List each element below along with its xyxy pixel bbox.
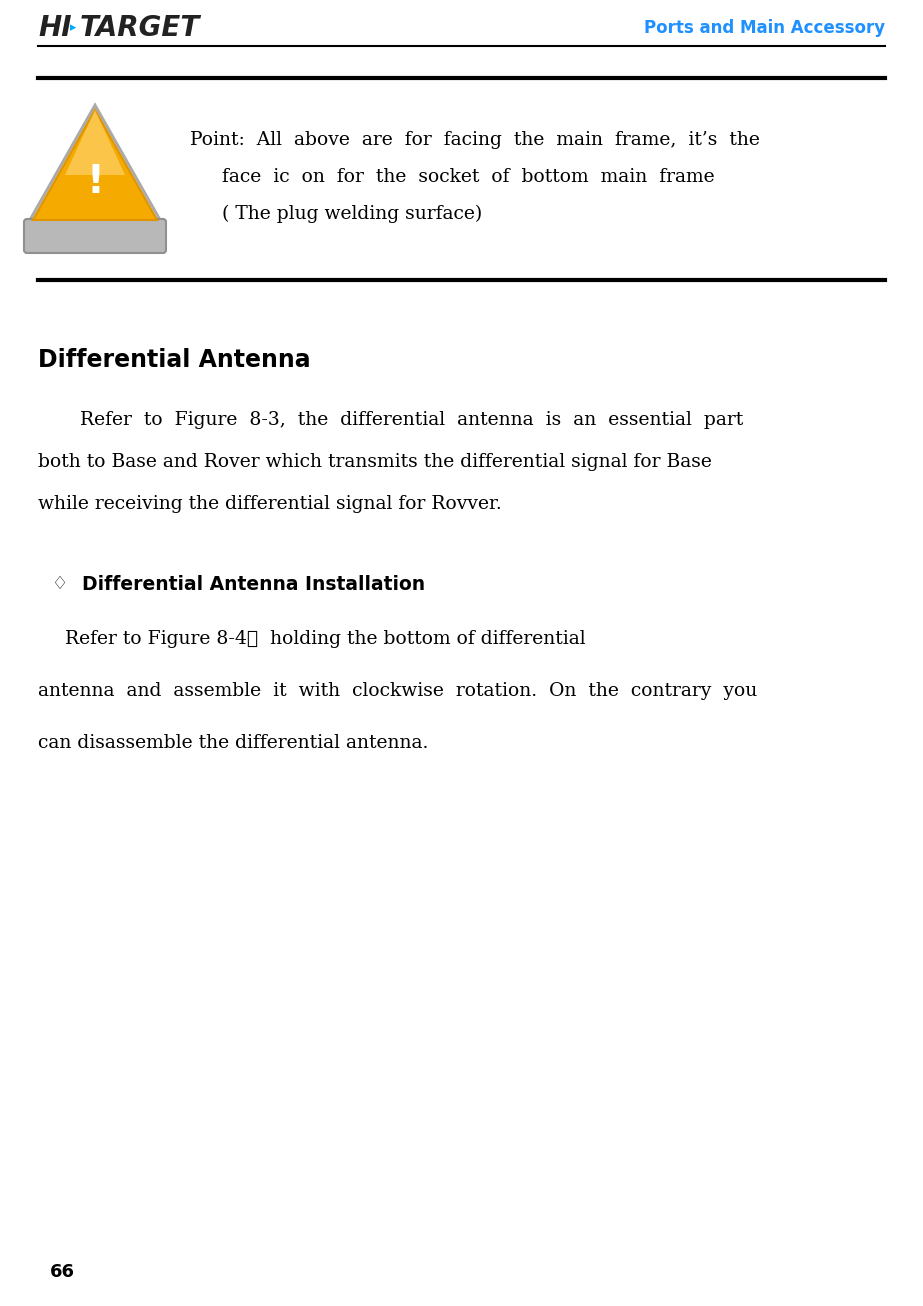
Text: Refer  to  Figure  8-3,  the  differential  antenna  is  an  essential  part: Refer to Figure 8-3, the differential an… <box>80 411 743 428</box>
Text: ♢: ♢ <box>52 575 68 593</box>
Text: !: ! <box>86 163 104 201</box>
Polygon shape <box>33 110 157 219</box>
Polygon shape <box>65 110 125 175</box>
Text: face  ic  on  for  the  socket  of  bottom  main  frame: face ic on for the socket of bottom main… <box>222 168 714 185</box>
Text: ▸: ▸ <box>70 21 77 34</box>
Text: ( The plug welding surface): ( The plug welding surface) <box>222 205 482 223</box>
Polygon shape <box>27 104 163 225</box>
FancyBboxPatch shape <box>24 219 166 253</box>
Text: Differential Antenna: Differential Antenna <box>38 347 311 372</box>
Text: can disassemble the differential antenna.: can disassemble the differential antenna… <box>38 734 428 752</box>
Text: Point:  All  above  are  for  facing  the  main  frame,  it’s  the: Point: All above are for facing the main… <box>190 131 760 149</box>
Text: 66: 66 <box>50 1263 75 1281</box>
Text: HI: HI <box>38 14 72 42</box>
Text: TARGET: TARGET <box>80 14 200 42</box>
Text: while receiving the differential signal for Rovver.: while receiving the differential signal … <box>38 495 502 513</box>
Text: Ports and Main Accessory: Ports and Main Accessory <box>644 20 885 37</box>
Text: both to Base and Rover which transmits the differential signal for Base: both to Base and Rover which transmits t… <box>38 453 712 471</box>
Text: antenna  and  assemble  it  with  clockwise  rotation.  On  the  contrary  you: antenna and assemble it with clockwise r… <box>38 682 757 700</box>
Text: Differential Antenna Installation: Differential Antenna Installation <box>82 575 426 593</box>
Text: Refer to Figure 8-4，  holding the bottom of differential: Refer to Figure 8-4， holding the bottom … <box>65 629 585 648</box>
